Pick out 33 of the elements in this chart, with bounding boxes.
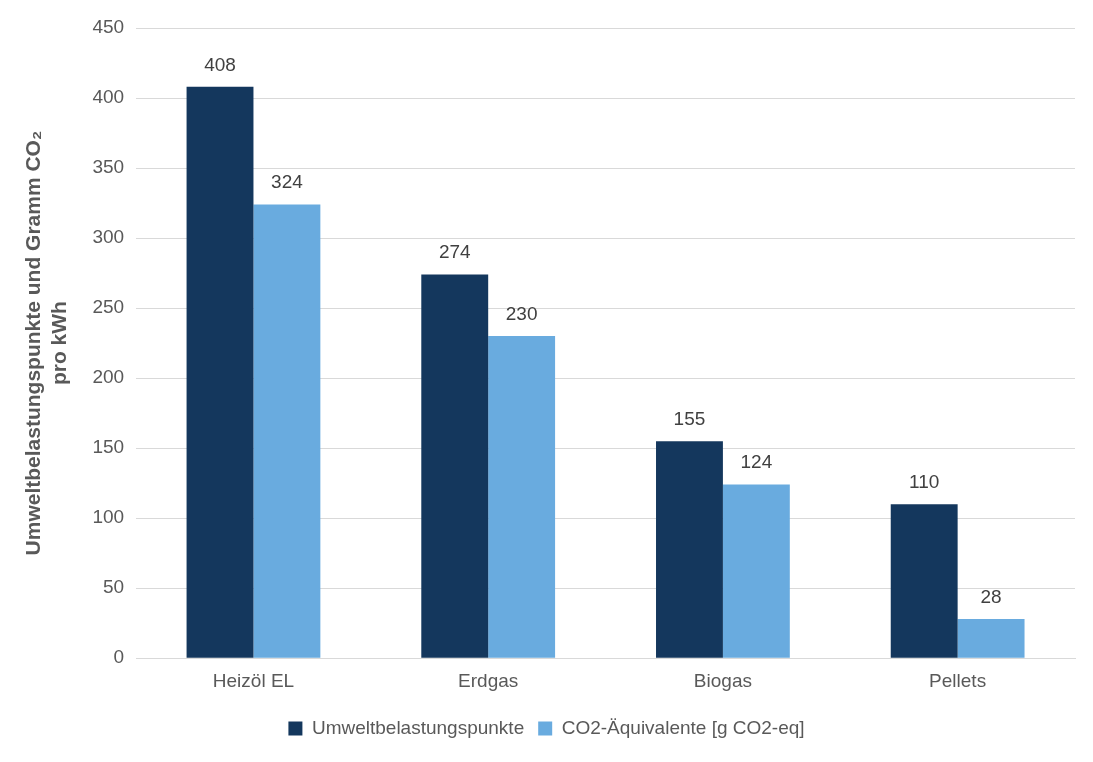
- bar: [722, 484, 790, 658]
- y-tick-label: 0: [113, 646, 125, 668]
- x-tick-label: Biogas: [693, 669, 752, 691]
- x-tick-label: Pellets: [929, 669, 987, 691]
- y-tick-label: 350: [92, 156, 125, 178]
- data-label: 274: [438, 241, 472, 263]
- data-label: 324: [271, 171, 304, 193]
- data-label: 28: [980, 585, 1002, 607]
- legend-label: Umweltbelastungspunkte: [311, 716, 525, 738]
- y-axis-title: Umweltbelastungspunkte und Gramm CO₂ pro kWh: [21, 130, 70, 556]
- y-tick-label: 450: [92, 16, 125, 38]
- data-label: 110: [909, 470, 940, 492]
- y-tick-label: 150: [92, 436, 125, 458]
- y-tick-label: 250: [92, 296, 125, 318]
- bar: [890, 504, 958, 658]
- data-label: 230: [505, 302, 538, 324]
- y-tick-label: 100: [92, 506, 125, 528]
- data-label: 124: [740, 451, 773, 473]
- legend-label: CO2-Äquivalente [g CO2-eq]: [561, 716, 805, 738]
- y-tick-label: 300: [92, 226, 125, 248]
- data-label: 155: [673, 407, 706, 429]
- bar: [957, 618, 1025, 658]
- x-tick-label: Heizöl EL: [212, 669, 295, 691]
- x-tick-label: Erdgas: [458, 669, 519, 691]
- bar: [421, 274, 489, 658]
- y-tick-label: 50: [102, 576, 125, 598]
- bar: [656, 441, 723, 658]
- bar: [253, 204, 321, 658]
- y-tick-label: 200: [92, 366, 125, 388]
- bar: [488, 336, 556, 658]
- bar: [186, 86, 254, 658]
- y-tick-label: 400: [92, 86, 125, 108]
- data-label: 408: [204, 53, 236, 75]
